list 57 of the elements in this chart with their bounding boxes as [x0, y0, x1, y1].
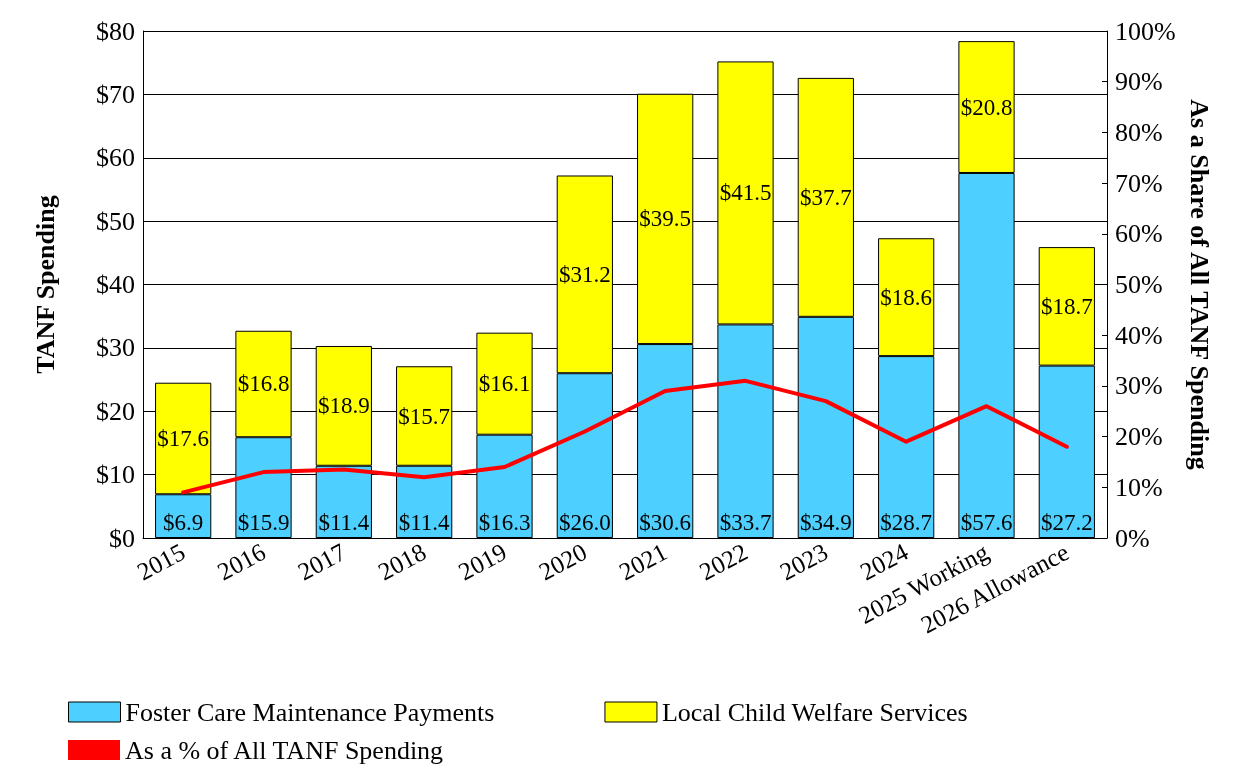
x-tick-label: 2017: [293, 538, 351, 586]
data-label: $57.6: [960, 510, 1013, 535]
data-label: $26.0: [558, 510, 611, 535]
y2-tick-label: 20%: [1115, 422, 1163, 452]
data-label: $41.5: [719, 180, 772, 206]
y2-tick-label: 100%: [1115, 16, 1176, 46]
y-tick-label: $20: [96, 396, 135, 426]
y-tick-label: $30: [96, 333, 135, 363]
y-tick-label: $0: [109, 523, 135, 553]
y2-tick-label: 90%: [1115, 67, 1163, 97]
data-label: $27.2: [1040, 510, 1093, 535]
data-label: $37.7: [799, 184, 852, 210]
data-label: $16.3: [478, 510, 531, 535]
x-tick-label: 2018: [373, 538, 431, 586]
data-label: $33.7: [719, 510, 772, 535]
y-tick-label: $50: [96, 206, 135, 236]
y2-tick-label: 80%: [1115, 117, 1163, 147]
data-label: $6.9: [163, 510, 204, 535]
y-tick-label: $40: [96, 270, 135, 299]
x-tick-label: 2021: [614, 538, 672, 586]
legend-label: Local Child Welfare Services: [661, 697, 968, 727]
y-tick-label: $10: [96, 460, 135, 490]
data-label: $15.9: [237, 510, 290, 535]
y2-tick-label: 60%: [1115, 219, 1163, 249]
data-label: $11.4: [318, 510, 370, 535]
data-label: $17.6: [157, 426, 210, 451]
y2-axis-title: As a Share of All TANF Spending: [1185, 99, 1215, 470]
data-label: $30.6: [639, 510, 692, 535]
data-label: $31.2: [558, 261, 611, 287]
y-tick-label: $80: [96, 16, 135, 46]
x-tick-label: 2020: [534, 538, 592, 586]
legend-label: Foster Care Maintenance Payments: [125, 697, 495, 727]
x-tick-label: 2019: [454, 538, 511, 586]
y2-tick-label: 40%: [1115, 320, 1163, 350]
y2-tick-label: 0%: [1115, 523, 1150, 553]
legend-label: As a % of All TANF Spending: [125, 735, 444, 765]
x-tick-label: 2023: [775, 538, 833, 586]
y-axis-title: TANF Spending: [30, 195, 60, 374]
y2-tick-label: 30%: [1115, 371, 1163, 401]
data-label: $20.8: [960, 94, 1013, 120]
y-tick-label: $70: [96, 79, 135, 109]
data-label: $15.7: [398, 403, 451, 429]
data-label: $18.7: [1040, 293, 1093, 319]
data-label: $11.4: [398, 510, 451, 535]
data-label: $16.1: [478, 371, 531, 397]
x-tick-label: 2016: [213, 538, 270, 586]
data-label: $16.8: [237, 371, 290, 397]
y2-tick-label: 70%: [1115, 168, 1163, 198]
data-label: $34.9: [799, 510, 852, 535]
data-label: $39.5: [639, 206, 692, 232]
data-label: $18.9: [317, 393, 370, 419]
data-label: $18.6: [880, 284, 933, 310]
x-tick-label: 2022: [695, 538, 752, 586]
y2-tick-label: 50%: [1115, 270, 1163, 299]
data-label: $28.7: [880, 510, 933, 535]
y2-tick-label: 10%: [1115, 472, 1163, 502]
y-tick-label: $60: [96, 143, 135, 173]
